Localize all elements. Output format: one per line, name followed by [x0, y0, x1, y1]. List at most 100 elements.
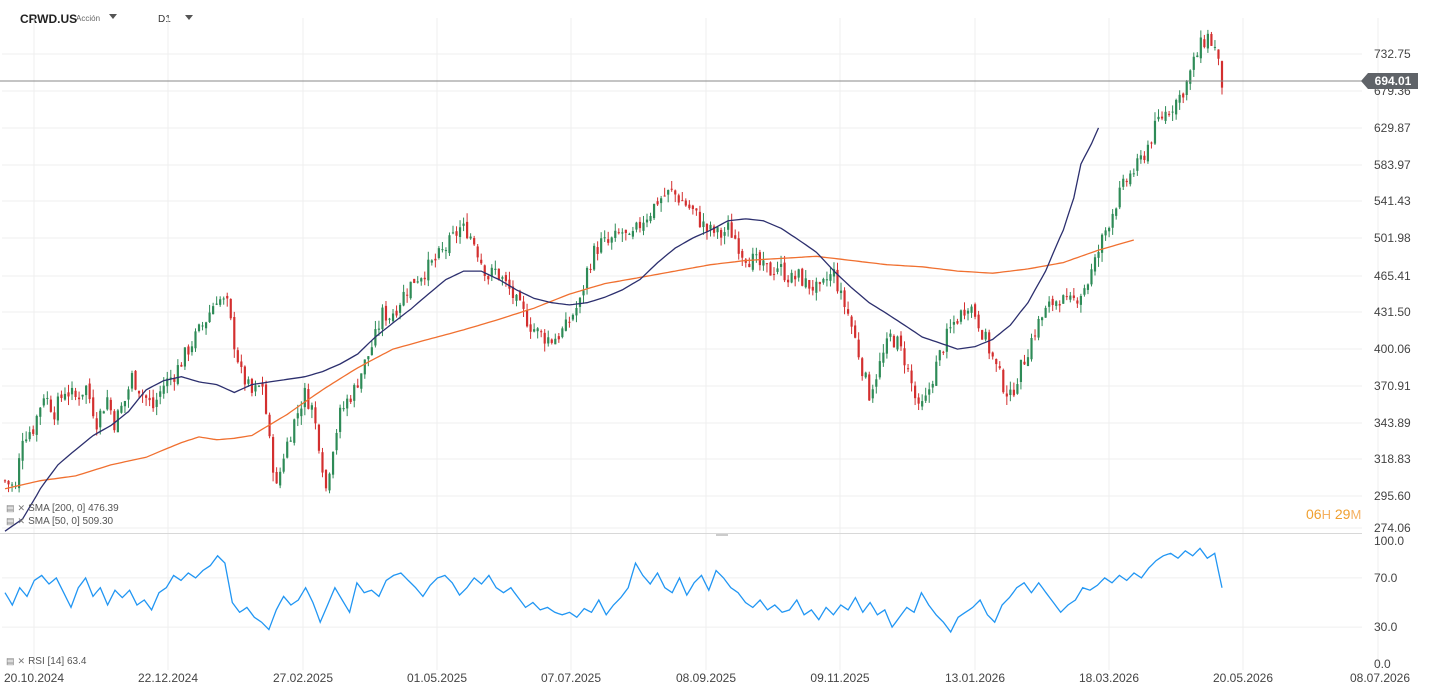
candle-body — [815, 281, 818, 293]
candle-body — [596, 247, 599, 254]
candle-body — [420, 278, 423, 282]
candle-body — [949, 327, 952, 329]
candle-body — [635, 222, 638, 230]
close-icon[interactable]: ✕ — [17, 656, 26, 666]
candle-body — [892, 335, 896, 348]
candle-body — [427, 259, 430, 281]
candle-body — [215, 303, 218, 305]
candle-body — [264, 384, 268, 414]
candle-body — [663, 195, 666, 197]
countdown-minutes-unit: M — [1350, 507, 1362, 522]
candle-body — [1150, 142, 1153, 144]
sma50-legend[interactable]: ▤ ✕ SMA [50, 0] 509.30 — [6, 516, 113, 527]
rsi-tick-label: 30.0 — [1374, 620, 1398, 634]
candle-body — [501, 277, 504, 279]
symbol-dropdown-icon[interactable] — [109, 14, 117, 19]
candle-body — [734, 235, 737, 239]
candle-body — [603, 237, 606, 239]
candle-body — [1090, 269, 1093, 285]
candle-body — [1136, 158, 1139, 171]
close-icon[interactable]: ✕ — [17, 516, 26, 526]
candle-body — [973, 304, 977, 317]
candle-body — [533, 329, 536, 332]
price-tick-label: 400.06 — [1374, 342, 1411, 356]
candle-body — [109, 399, 112, 411]
candle-body — [243, 366, 246, 385]
candle-body — [991, 352, 994, 357]
candle-body — [423, 277, 426, 280]
candle-body — [515, 294, 518, 301]
candle-body — [106, 397, 109, 410]
close-icon[interactable]: ✕ — [17, 503, 26, 513]
candle-body — [850, 316, 853, 327]
time-tick-label: 22.12.2024 — [138, 671, 198, 685]
candle-body — [899, 335, 903, 347]
candle-body — [667, 190, 670, 195]
candle-body — [416, 281, 419, 283]
candle-body — [737, 238, 740, 254]
candle-body — [254, 385, 257, 392]
candle-body — [35, 415, 38, 435]
candle-body — [148, 397, 151, 401]
candle-body — [755, 254, 758, 256]
candle-body — [804, 278, 807, 288]
settings-icon[interactable]: ▤ — [6, 503, 15, 513]
candle-body — [310, 405, 313, 410]
time-tick-label: 20.05.2026 — [1213, 671, 1273, 685]
candle-body — [1079, 296, 1082, 305]
candle-body — [910, 370, 913, 384]
price-tick-label: 583.97 — [1374, 158, 1411, 172]
settings-icon[interactable]: ▤ — [6, 516, 15, 526]
candle-body — [787, 279, 790, 283]
candle-body — [1132, 173, 1135, 175]
candle-body — [995, 358, 998, 365]
rsi-tick-label: 70.0 — [1374, 571, 1398, 585]
candle-body — [88, 383, 91, 400]
price-axis: 732.75679.36629.87583.97541.43501.98465.… — [1374, 47, 1411, 535]
candle-body — [529, 324, 532, 332]
candle-body — [1023, 361, 1026, 365]
candle-body — [339, 407, 342, 432]
candle-body — [190, 346, 194, 353]
candle-body — [868, 374, 871, 401]
time-tick-label: 08.09.2025 — [676, 671, 736, 685]
candle-body — [116, 410, 119, 433]
candle-body — [1160, 116, 1164, 119]
candle-body — [861, 358, 864, 377]
candle-body — [554, 338, 557, 345]
candle-body — [1175, 99, 1178, 115]
settings-icon[interactable]: ▤ — [6, 656, 15, 666]
sma200-legend[interactable]: ▤ ✕ SMA [200, 0] 476.39 — [6, 503, 119, 514]
candle-countdown: 06H 29M — [1306, 506, 1361, 522]
candle-body — [829, 274, 832, 281]
price-tick-label: 295.60 — [1374, 489, 1411, 503]
candle-body — [1037, 318, 1040, 338]
timeframe-dropdown-icon[interactable] — [185, 15, 193, 20]
candle-body — [56, 396, 60, 421]
candle-body — [575, 307, 578, 316]
candle-body — [825, 279, 829, 281]
candle-body — [413, 278, 416, 283]
candle-body — [1033, 335, 1037, 337]
candle-body — [60, 394, 63, 399]
candle-body — [723, 232, 726, 236]
timeframe-selector[interactable]: D1 — [158, 14, 171, 25]
candle-body — [455, 231, 458, 236]
candle-body — [324, 469, 328, 489]
candle-body — [543, 332, 546, 344]
candle-body — [790, 272, 793, 283]
candle-body — [176, 365, 179, 384]
candle-body — [1129, 173, 1132, 185]
candle-body — [342, 408, 345, 410]
candle-body — [1005, 393, 1008, 397]
candle-body — [593, 245, 596, 270]
candle-body — [1051, 298, 1054, 306]
candle-body — [645, 219, 649, 223]
rsi-legend[interactable]: ▤ ✕ RSI [14] 63.4 — [6, 656, 86, 667]
candle-body — [483, 265, 486, 277]
candle-body — [137, 390, 141, 394]
candle-body — [10, 484, 14, 486]
countdown-hours-unit: H — [1321, 507, 1331, 522]
candle-body — [684, 200, 687, 206]
